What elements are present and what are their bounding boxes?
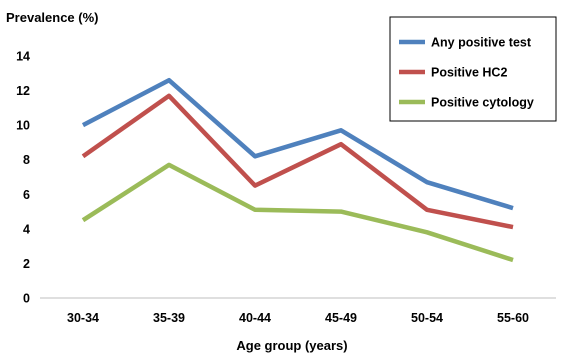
y-tick-label: 6 xyxy=(23,188,30,202)
series-line-3 xyxy=(81,162,514,263)
legend: Any positive test Positive HC2 Positive cy… xyxy=(389,16,557,122)
x-axis: 30-34 35-39 40-44 45-49 50-54 55-60 xyxy=(67,311,529,325)
series-line-2 xyxy=(81,93,514,230)
x-axis-label: Age group (years) xyxy=(236,338,347,353)
y-axis: 0 2 4 6 8 10 12 14 xyxy=(16,50,30,306)
legend-label: Positive HC2 xyxy=(431,66,507,80)
x-tick-label: 55-60 xyxy=(497,311,529,325)
x-tick-label: 50-54 xyxy=(411,311,443,325)
y-tick-label: 12 xyxy=(16,84,30,98)
x-tick-label: 45-49 xyxy=(325,311,357,325)
y-tick-label: 0 xyxy=(23,292,30,306)
legend-label: Positive cytology xyxy=(431,96,534,110)
y-axis-label: Prevalence (%) xyxy=(6,10,99,25)
series-lines xyxy=(81,77,514,263)
y-tick-label: 2 xyxy=(23,257,30,271)
legend-label: Any positive test xyxy=(431,36,532,50)
x-tick-label: 30-34 xyxy=(67,311,99,325)
y-tick-label: 4 xyxy=(23,222,30,236)
y-tick-label: 14 xyxy=(16,50,30,64)
x-tick-label: 35-39 xyxy=(153,311,185,325)
x-tick-label: 40-44 xyxy=(239,311,271,325)
y-tick-label: 8 xyxy=(23,153,30,167)
y-tick-label: 10 xyxy=(16,119,30,133)
series-line-1 xyxy=(81,77,514,211)
